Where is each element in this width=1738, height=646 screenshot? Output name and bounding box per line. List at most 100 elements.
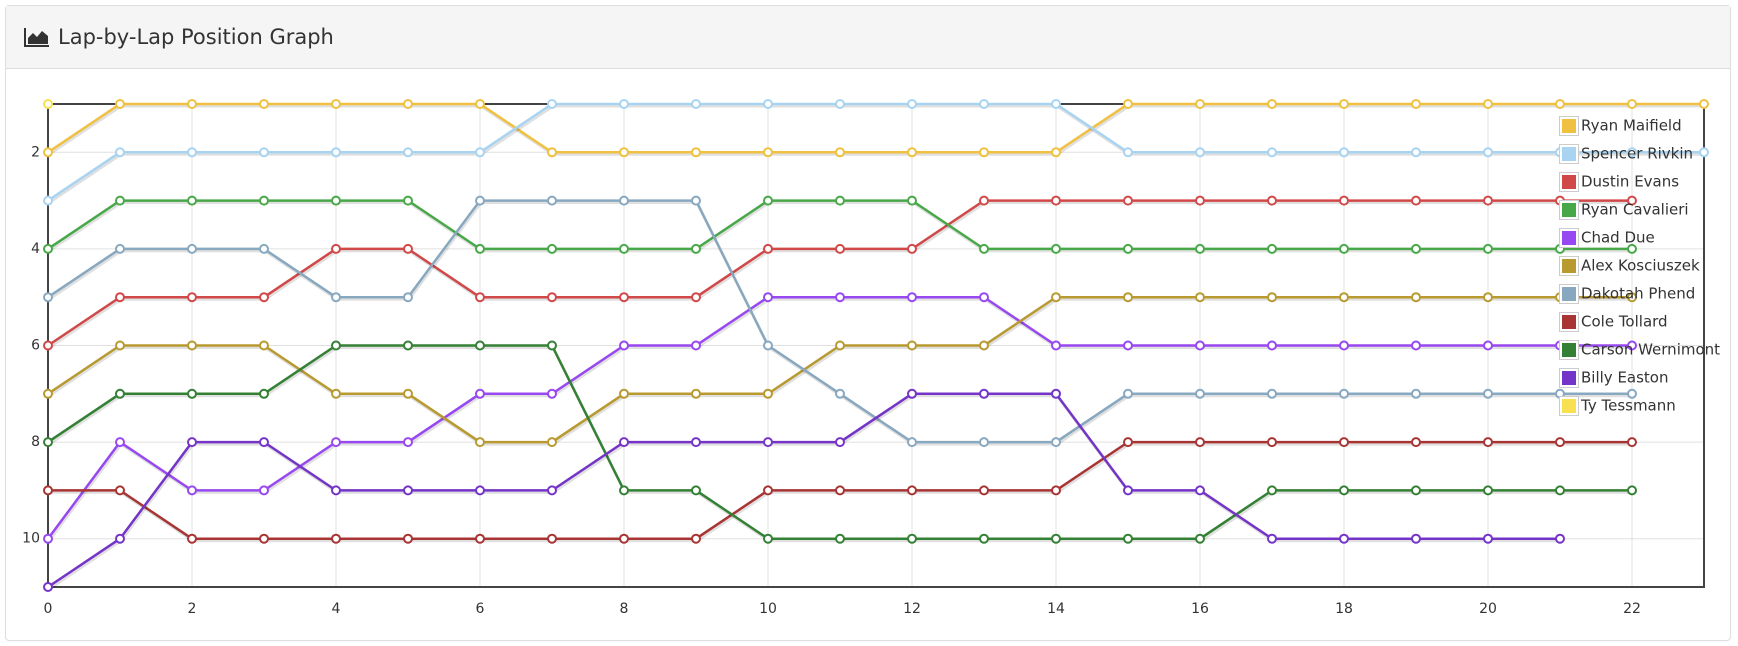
point	[1411, 292, 1421, 303]
point	[1555, 99, 1565, 109]
point	[331, 340, 341, 351]
point	[259, 243, 269, 254]
point	[979, 388, 989, 399]
point	[1339, 388, 1349, 399]
point	[547, 99, 557, 109]
point	[115, 195, 125, 206]
point	[763, 243, 773, 254]
point	[907, 437, 917, 448]
point	[1627, 340, 1637, 351]
point	[115, 99, 125, 109]
point	[1267, 533, 1277, 544]
point	[1627, 147, 1637, 158]
point	[1483, 99, 1493, 109]
point	[1339, 533, 1349, 544]
point	[547, 147, 557, 158]
point	[331, 99, 341, 109]
point	[835, 99, 845, 109]
point	[1123, 292, 1133, 303]
x-tick-label: 0	[44, 601, 53, 617]
point	[1267, 340, 1277, 351]
point	[763, 99, 773, 109]
point	[475, 485, 485, 496]
point	[1627, 195, 1637, 206]
point	[187, 243, 197, 254]
point	[619, 388, 629, 399]
point	[1267, 243, 1277, 254]
point	[43, 533, 53, 544]
point	[619, 485, 629, 496]
point	[403, 340, 413, 351]
point	[979, 485, 989, 496]
point	[475, 195, 485, 206]
point	[1051, 243, 1061, 254]
point	[691, 147, 701, 158]
point	[979, 437, 989, 448]
point	[835, 292, 845, 303]
point	[187, 388, 197, 399]
point	[763, 195, 773, 206]
series-line	[47, 199, 1632, 347]
point	[1267, 485, 1277, 496]
point	[619, 437, 629, 448]
point	[835, 437, 845, 448]
point	[907, 533, 917, 544]
point	[1123, 340, 1133, 351]
point	[403, 437, 413, 448]
series-line	[47, 392, 1560, 589]
point	[763, 388, 773, 399]
point	[43, 147, 53, 158]
point	[259, 195, 269, 206]
series-line	[46, 295, 1632, 540]
point	[187, 147, 197, 158]
legend-swatch	[1560, 397, 1578, 415]
point	[763, 147, 773, 158]
point	[979, 243, 989, 254]
point	[619, 195, 629, 206]
point	[1195, 533, 1205, 544]
point	[331, 533, 341, 544]
point	[403, 485, 413, 496]
point	[1483, 195, 1493, 206]
point	[763, 292, 773, 303]
legend-label: Ryan Maifield	[1581, 117, 1682, 135]
point	[475, 99, 485, 109]
point	[691, 292, 701, 303]
point	[619, 99, 629, 109]
x-tick-label: 12	[903, 601, 921, 617]
legend-swatch	[1560, 369, 1578, 387]
point	[907, 485, 917, 496]
y-tick-label: 8	[31, 434, 40, 450]
point	[763, 437, 773, 448]
point	[331, 485, 341, 496]
point	[619, 340, 629, 351]
point	[187, 437, 197, 448]
point	[619, 292, 629, 303]
point	[1195, 292, 1205, 303]
point	[691, 99, 701, 109]
point	[1555, 485, 1565, 496]
legend-swatch	[1560, 257, 1578, 275]
point	[1195, 243, 1205, 254]
point	[1411, 195, 1421, 206]
point	[403, 388, 413, 399]
point	[1339, 99, 1349, 109]
point	[259, 99, 269, 109]
point	[43, 340, 53, 351]
series-line	[47, 199, 1632, 251]
point	[907, 340, 917, 351]
x-tick-label: 20	[1479, 601, 1497, 617]
point	[1627, 243, 1637, 254]
point	[1267, 195, 1277, 206]
point	[1195, 437, 1205, 448]
point	[1123, 243, 1133, 254]
point	[1339, 485, 1349, 496]
point	[1195, 99, 1205, 109]
point	[1699, 99, 1709, 109]
point	[979, 533, 989, 544]
series-line	[47, 102, 1704, 202]
point	[1483, 485, 1493, 496]
point	[1195, 340, 1205, 351]
point	[259, 292, 269, 303]
point	[1627, 388, 1637, 399]
